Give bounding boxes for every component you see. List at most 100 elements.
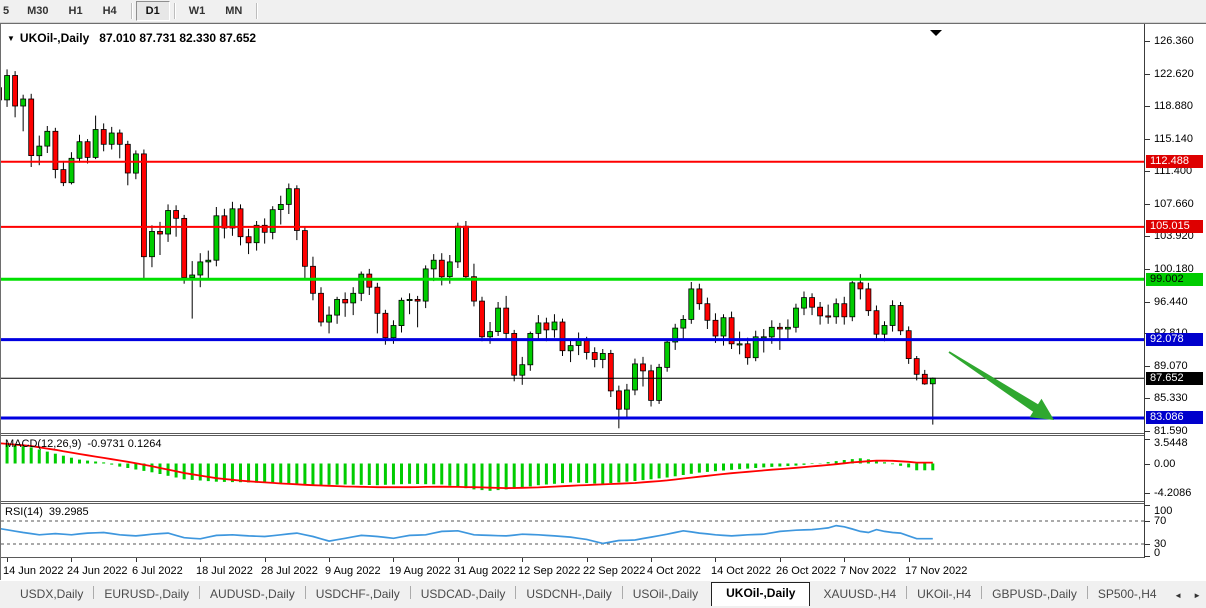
candle [76,134,83,163]
candle [366,268,373,295]
candle [607,349,614,397]
date-tick [587,558,588,562]
candle [197,253,204,288]
date-tick-label: 24 Jun 2022 [67,565,128,577]
date-tick [844,558,845,562]
candle [696,283,703,310]
macd-panel[interactable] [1,436,1144,501]
price-tick [1145,204,1150,205]
timeframe-button-mn[interactable]: MN [225,5,243,17]
rsi-tick-label: 0 [1154,547,1161,559]
candle [165,204,172,242]
candle [624,383,630,417]
candle [897,302,904,336]
tab-audusd-daily[interactable]: AUDUSD-,Daily [210,587,295,601]
date-tick [200,558,201,562]
chart-ohlc-values: 87.010 87.731 82.330 87.652 [99,31,257,45]
tab-gbpusd-daily[interactable]: GBPUSD-,Daily [992,587,1077,601]
trend-down-arrow[interactable] [948,351,1055,420]
price-tick-label: 111.400 [1154,165,1193,177]
chart-shift-marker-icon[interactable] [930,30,942,36]
candle [20,94,27,132]
candle [326,306,333,334]
price-tick-label: 81.590 [1154,425,1188,437]
candle [181,214,188,284]
tab-ukoil-h4[interactable]: UKOil-,H4 [917,587,972,601]
candle [44,126,51,153]
candle [777,322,783,350]
candle [92,115,99,160]
tab-separator [304,586,306,599]
rsi-label: RSI(14) 39.2985 [5,506,95,518]
tab-xauusd-h4[interactable]: XAUUSD-,H4 [823,587,897,601]
panel-divider[interactable] [1,433,1144,436]
date-tick-label: 17 Nov 2022 [905,565,968,577]
date-tick [71,558,72,562]
candle [511,329,518,382]
candle [479,296,485,342]
candle [462,221,469,281]
tab-usoil-daily[interactable]: USOil-,Daily [632,587,699,601]
price-tick-label: 115.140 [1154,133,1193,145]
price-tick [1145,41,1150,42]
tab-usdx-daily[interactable]: USDX,Daily [20,587,84,601]
candle [173,205,180,237]
date-tick [715,558,716,562]
price-tick-label: 122.620 [1154,68,1194,80]
date-tick [7,558,8,562]
timeframe-button-5[interactable]: 5 [3,5,10,17]
candle [293,185,300,241]
chart-symbol-period: UKOil-,Daily [19,31,90,45]
rsi-name: RSI(14) [5,506,43,518]
tab-sp500-h4[interactable]: SP500-,H4 [1097,587,1157,601]
tab-eurusd-daily[interactable]: EURUSD-,Daily [104,587,190,601]
tabs-scroll-right-button[interactable]: ► [1193,591,1201,600]
macd-tick [1145,493,1150,494]
candle [599,349,606,369]
candle [414,295,421,328]
date-tick [329,558,330,562]
rsi-line [1,524,933,545]
price-tick-label: 85.330 [1154,392,1188,404]
candle [736,331,743,355]
macd-label: MACD(12,26,9) -0.9731 0.1264 [5,438,167,450]
tab-ukoil-daily[interactable]: UKOil-,Daily [711,582,811,606]
candle [680,315,687,339]
macd-tick-label: 3.5448 [1154,437,1188,449]
toolbar-separator [256,3,258,19]
candle [318,287,324,327]
candle [261,218,268,244]
candle [841,296,848,325]
tab-usdchf-daily[interactable]: USDCHF-,Daily [315,587,400,601]
candle [535,315,542,340]
candle [253,221,260,251]
candle [108,126,115,150]
timeframe-button-h4[interactable]: H4 [102,5,117,17]
price-tick [1145,171,1150,172]
price-tick-label: 96.440 [1154,296,1188,308]
time-axis: 14 Jun 2022 24 Jun 2022 6 Jul 2022 18 Jul 2… [1,558,1144,581]
dropdown-arrow-icon[interactable]: ▼ [7,33,15,43]
tabs-scroll-left-button[interactable]: ◄ [1174,591,1183,600]
timeframe-toolbar: 5 M30 H1 H4 D1 W1 MN [0,0,1206,23]
timeframe-button-m30[interactable]: M30 [27,5,49,17]
candle [825,304,832,324]
price-tick-label: 103.920 [1154,230,1194,242]
candle [149,225,155,268]
timeframe-button-h1[interactable]: H1 [68,5,83,17]
tab-usdcnh-daily[interactable]: USDCNH-,Daily [526,587,612,601]
rsi-panel[interactable] [1,504,1144,557]
date-tick-label: 9 Aug 2022 [325,565,381,577]
timeframe-button-w1[interactable]: W1 [188,5,206,17]
candle [221,208,228,239]
timeframe-button-d1[interactable]: D1 [135,1,170,21]
candle [334,296,341,324]
tab-usdcad-daily[interactable]: USDCAD-,Daily [420,587,506,601]
candle [632,358,638,396]
tab-separator [1086,586,1088,599]
date-tick [136,558,137,562]
main-price-chart[interactable] [1,29,1144,433]
macd-values: -0.9731 0.1264 [87,438,162,450]
chart-tabs: USDX,Daily EURUSD-,Daily AUDUSD-,Daily USDC… [10,582,1167,606]
panel-divider[interactable] [1,501,1144,504]
